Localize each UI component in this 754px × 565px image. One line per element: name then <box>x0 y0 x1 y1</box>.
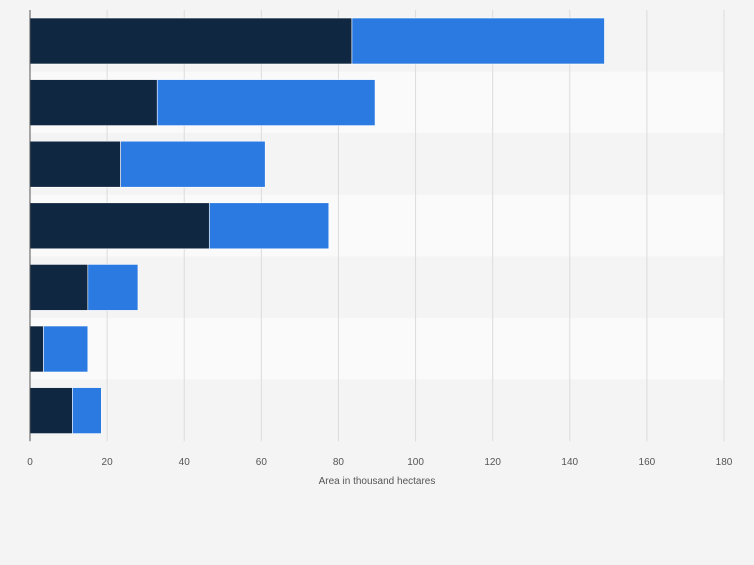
x-tick-label: 40 <box>179 457 191 468</box>
x-axis-title: Area in thousand hectares <box>319 476 436 487</box>
x-tick-labels: 0 20 40 60 80 100 120 140 160 180 <box>27 457 733 468</box>
bar-segment[interactable] <box>208 202 330 250</box>
row-band <box>30 379 724 442</box>
row-bands <box>30 10 724 442</box>
bar-segment[interactable] <box>29 264 89 311</box>
bar-segment[interactable] <box>43 325 89 373</box>
x-tick-label: 140 <box>561 457 578 468</box>
bar-segment[interactable] <box>29 79 158 126</box>
bar-segment[interactable] <box>120 140 266 188</box>
bar-segment[interactable] <box>156 79 376 126</box>
bar-segment[interactable] <box>87 264 139 311</box>
bar-segment[interactable] <box>29 325 44 373</box>
row-band <box>30 256 724 318</box>
bar-segment[interactable] <box>72 387 102 434</box>
x-tick-label: 100 <box>407 457 424 468</box>
x-tick-label: 80 <box>333 457 345 468</box>
x-tick-label: 120 <box>484 457 501 468</box>
bar-segment[interactable] <box>29 202 210 250</box>
x-tick-label: 180 <box>716 457 733 468</box>
x-tick-label: 0 <box>27 457 33 468</box>
row-band <box>30 318 724 380</box>
bars <box>29 17 605 434</box>
bar-segment[interactable] <box>29 387 73 434</box>
bar-segment[interactable] <box>29 17 353 65</box>
x-tick-label: 160 <box>639 457 656 468</box>
bar-segment[interactable] <box>351 17 605 65</box>
bar-segment[interactable] <box>29 140 121 188</box>
x-tick-label: 60 <box>256 457 268 468</box>
x-tick-label: 20 <box>102 457 114 468</box>
